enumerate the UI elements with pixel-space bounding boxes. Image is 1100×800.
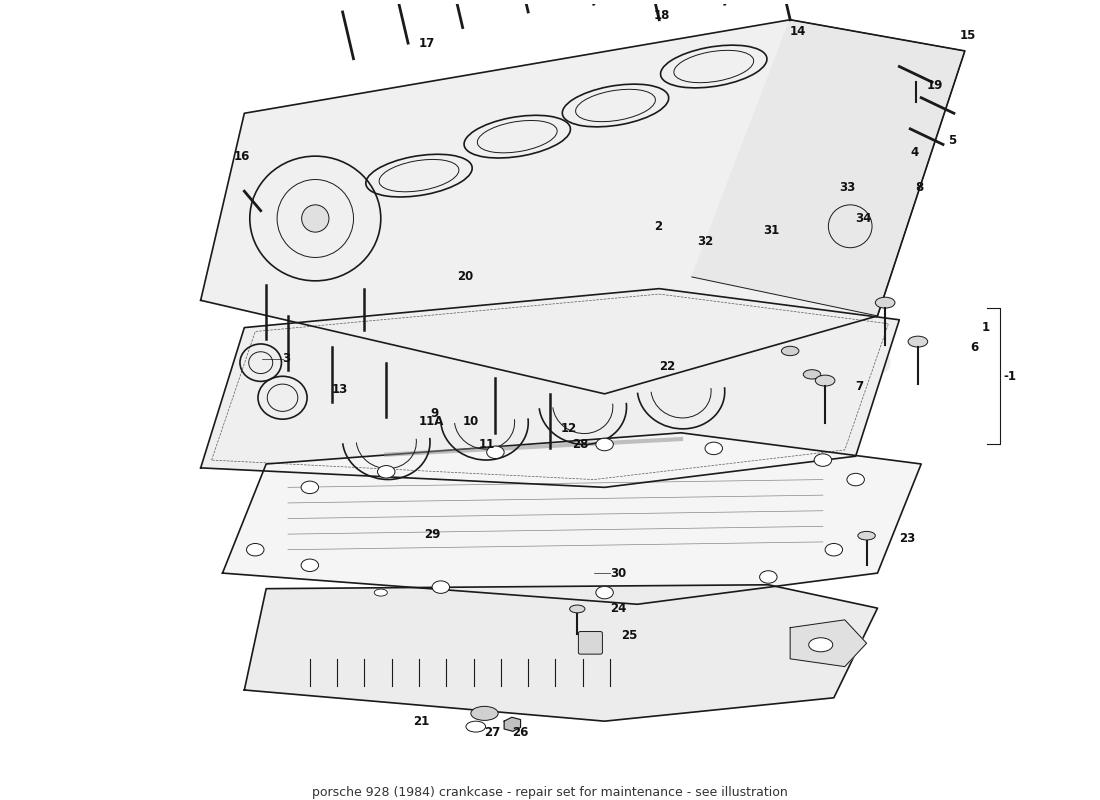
Ellipse shape	[909, 336, 927, 347]
Text: 13: 13	[332, 383, 348, 397]
Ellipse shape	[570, 605, 585, 613]
Text: -1: -1	[1003, 370, 1016, 383]
Text: 10: 10	[463, 414, 478, 428]
Circle shape	[596, 586, 614, 599]
Text: 30: 30	[610, 566, 626, 579]
Text: 27: 27	[484, 726, 500, 739]
Text: 22: 22	[659, 360, 675, 373]
Text: 25: 25	[621, 629, 637, 642]
Polygon shape	[200, 289, 900, 487]
Circle shape	[432, 581, 450, 594]
Ellipse shape	[803, 370, 821, 379]
Text: 28: 28	[572, 438, 588, 451]
FancyBboxPatch shape	[579, 631, 603, 654]
Polygon shape	[790, 620, 867, 666]
Polygon shape	[222, 433, 921, 604]
Circle shape	[486, 446, 504, 458]
Text: 33: 33	[839, 181, 856, 194]
Text: 11: 11	[478, 438, 495, 451]
Text: 15: 15	[959, 29, 976, 42]
Circle shape	[377, 466, 395, 478]
Ellipse shape	[808, 638, 833, 652]
Circle shape	[705, 442, 723, 454]
Text: 11A: 11A	[419, 414, 444, 428]
Ellipse shape	[815, 375, 835, 386]
Text: 24: 24	[610, 602, 626, 614]
Text: 16: 16	[233, 150, 250, 162]
Text: 21: 21	[414, 714, 430, 728]
Text: 20: 20	[458, 270, 473, 283]
Text: 31: 31	[763, 224, 779, 237]
Text: 19: 19	[926, 79, 943, 93]
Text: 6: 6	[970, 341, 979, 354]
Circle shape	[246, 543, 264, 556]
Circle shape	[814, 454, 832, 466]
Circle shape	[596, 438, 614, 450]
Polygon shape	[692, 20, 965, 316]
Text: Parts: Parts	[681, 320, 894, 390]
Text: 34: 34	[856, 212, 872, 225]
Text: 8: 8	[915, 181, 924, 194]
Ellipse shape	[471, 706, 498, 720]
Text: porsche 928 (1984) crankcase - repair set for maintenance - see illustration: porsche 928 (1984) crankcase - repair se…	[312, 786, 788, 799]
Text: a passion for parts since 1985: a passion for parts since 1985	[513, 243, 849, 263]
Text: 12: 12	[561, 422, 578, 435]
Circle shape	[301, 559, 319, 571]
Ellipse shape	[858, 531, 876, 540]
Text: 23: 23	[900, 531, 915, 545]
Text: 17: 17	[419, 37, 436, 50]
Text: 29: 29	[425, 528, 441, 541]
Text: 14: 14	[790, 25, 806, 38]
Text: 5: 5	[948, 134, 957, 147]
Text: 1: 1	[981, 321, 989, 334]
Text: 4: 4	[910, 146, 918, 158]
Polygon shape	[504, 718, 520, 731]
Circle shape	[825, 543, 843, 556]
Ellipse shape	[781, 346, 799, 356]
Polygon shape	[200, 20, 965, 394]
Circle shape	[847, 474, 865, 486]
Text: 26: 26	[512, 726, 528, 739]
Polygon shape	[244, 585, 878, 721]
Ellipse shape	[876, 298, 895, 308]
Text: 2: 2	[653, 220, 662, 233]
Circle shape	[301, 481, 319, 494]
Text: 32: 32	[697, 235, 714, 248]
Text: 18: 18	[653, 10, 670, 22]
Ellipse shape	[374, 589, 387, 596]
Text: 3: 3	[283, 352, 290, 366]
Circle shape	[760, 570, 777, 583]
Text: 7: 7	[856, 379, 864, 393]
Text: 9: 9	[430, 407, 438, 420]
Ellipse shape	[301, 205, 329, 232]
Text: euro: euro	[495, 320, 681, 390]
